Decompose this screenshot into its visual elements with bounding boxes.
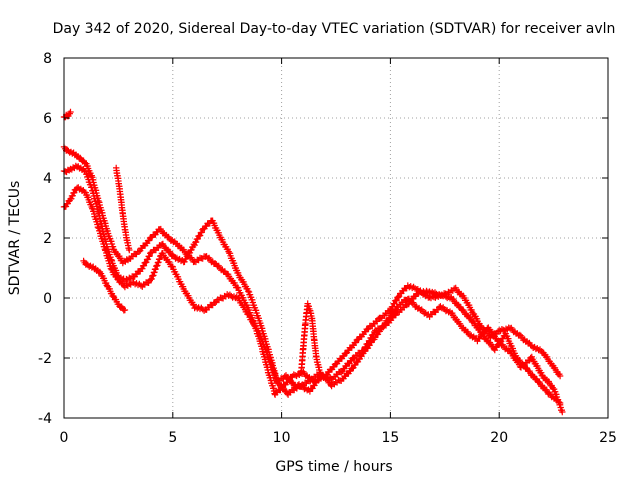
data-point bbox=[549, 384, 556, 391]
x-tick-label: 25 bbox=[599, 430, 617, 446]
series-track-3 bbox=[60, 184, 564, 407]
y-tick-label: -4 bbox=[38, 411, 52, 427]
data-point bbox=[245, 310, 252, 318]
series-segment-a bbox=[60, 108, 74, 121]
data-point bbox=[338, 368, 345, 376]
data-marks bbox=[60, 108, 566, 416]
series-segment-d bbox=[298, 300, 324, 380]
data-point bbox=[556, 399, 564, 407]
data-point bbox=[395, 293, 402, 301]
y-tick-label: 4 bbox=[43, 171, 52, 187]
x-tick-label: 5 bbox=[168, 430, 177, 446]
data-point bbox=[103, 282, 110, 289]
series-track-2 bbox=[60, 162, 566, 416]
y-tick-label: 8 bbox=[43, 51, 52, 67]
data-point bbox=[88, 184, 95, 191]
data-point bbox=[523, 364, 530, 372]
data-point bbox=[146, 252, 153, 260]
x-tick-label: 20 bbox=[490, 430, 508, 446]
y-axis-label: SDTVAR / TECUs bbox=[7, 181, 23, 296]
y-tick-label: 6 bbox=[43, 111, 52, 127]
data-point bbox=[317, 372, 324, 380]
data-point bbox=[535, 346, 542, 354]
data-point bbox=[110, 292, 117, 300]
chart-title: Day 342 of 2020, Sidereal Day-to-day VTE… bbox=[53, 21, 616, 37]
axis-ticks bbox=[63, 57, 609, 419]
data-point bbox=[126, 246, 133, 254]
data-point bbox=[559, 408, 566, 416]
x-tick-label: 0 bbox=[60, 430, 69, 446]
y-tick-label: 2 bbox=[43, 231, 52, 247]
y-tick-label: -2 bbox=[38, 351, 52, 367]
tick-labels: 0 5 10 15 20 25 -4 -2 0 2 4 6 8 bbox=[38, 51, 617, 446]
data-point bbox=[135, 248, 143, 255]
data-point bbox=[556, 372, 564, 380]
series-segment-c bbox=[113, 164, 133, 254]
data-point bbox=[255, 329, 263, 337]
data-point bbox=[359, 347, 367, 354]
x-tick-label: 15 bbox=[381, 430, 399, 446]
data-point bbox=[423, 287, 430, 295]
data-point bbox=[349, 365, 356, 372]
data-point bbox=[245, 287, 252, 295]
data-point bbox=[121, 306, 129, 314]
data-point bbox=[71, 189, 78, 196]
grid-lines bbox=[64, 58, 608, 418]
data-point bbox=[555, 398, 563, 406]
x-axis-label: GPS time / hours bbox=[275, 459, 392, 475]
series-segment-b bbox=[80, 257, 129, 314]
y-tick-label: 0 bbox=[43, 291, 52, 307]
data-point bbox=[67, 108, 74, 116]
data-point bbox=[191, 241, 198, 249]
x-tick-label: 10 bbox=[273, 430, 291, 446]
